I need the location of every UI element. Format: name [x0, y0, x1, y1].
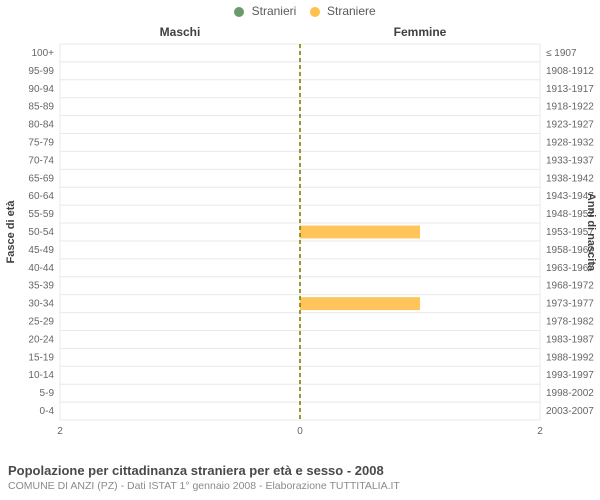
y-left-label: 0-4: [40, 406, 55, 417]
section-title-female: Femmine: [394, 25, 447, 39]
y-right-label: 1998-2002: [546, 388, 594, 399]
y-left-label: 60-64: [28, 191, 54, 202]
y-right-label: 1923-1927: [546, 120, 594, 131]
x-tick-label: 0: [297, 426, 303, 437]
y-left-label: 50-54: [28, 227, 54, 238]
y-left-label: 10-14: [28, 370, 54, 381]
y-left-label: 100+: [31, 48, 54, 59]
x-tick-label: 2: [537, 426, 543, 437]
y-left-label: 95-99: [28, 66, 54, 77]
y-right-label: 1968-1972: [546, 281, 594, 292]
y-left-label: 75-79: [28, 137, 54, 148]
y-left-label: 70-74: [28, 155, 54, 166]
section-title-male: Maschi: [160, 25, 201, 39]
legend-label-male: Stranieri: [252, 4, 297, 18]
y-left-label: 15-19: [28, 352, 54, 363]
y-left-title: Fasce di età: [5, 200, 17, 264]
y-right-label: 1913-1917: [546, 84, 594, 95]
y-right-label: 1928-1932: [546, 137, 594, 148]
y-right-label: 1973-1977: [546, 299, 594, 310]
bar-female: [300, 226, 420, 239]
legend: Stranieri Straniere: [0, 4, 600, 18]
y-left-label: 40-44: [28, 263, 54, 274]
y-left-label: 85-89: [28, 102, 54, 113]
y-right-label: 2003-2007: [546, 406, 594, 417]
chart-container: Stranieri Straniere 100+ ≤ 1907 95-99 1908-…: [0, 0, 600, 500]
y-left-label: 80-84: [28, 120, 54, 131]
y-right-label: 1938-1942: [546, 173, 594, 184]
y-left-label: 35-39: [28, 281, 54, 292]
y-right-label: 1978-1982: [546, 317, 594, 328]
y-left-label: 5-9: [40, 388, 55, 399]
y-right-label: 1988-1992: [546, 352, 594, 363]
y-right-label: 1983-1987: [546, 334, 594, 345]
legend-dot-female: [310, 7, 320, 17]
chart-title: Popolazione per cittadinanza straniera p…: [8, 463, 592, 478]
pyramid-chart: 100+ ≤ 1907 95-99 1908-1912 90-94 1913-1917 85…: [0, 0, 600, 500]
y-right-label: 1908-1912: [546, 66, 594, 77]
y-left-label: 30-34: [28, 299, 54, 310]
legend-label-female: Straniere: [327, 4, 376, 18]
chart-footer: Popolazione per cittadinanza straniera p…: [8, 463, 592, 492]
legend-dot-male: [234, 7, 244, 17]
y-right-title: Anni di nascita: [585, 193, 597, 272]
y-right-label: ≤ 1907: [546, 48, 577, 59]
x-tick-label: 2: [57, 426, 63, 437]
y-right-label: 1933-1937: [546, 155, 594, 166]
y-left-label: 55-59: [28, 209, 54, 220]
y-left-label: 65-69: [28, 173, 54, 184]
y-right-label: 1993-1997: [546, 370, 594, 381]
y-left-label: 20-24: [28, 334, 54, 345]
y-left-label: 90-94: [28, 84, 54, 95]
y-left-label: 45-49: [28, 245, 54, 256]
y-left-label: 25-29: [28, 317, 54, 328]
bar-female: [300, 297, 420, 310]
chart-subtitle: COMUNE DI ANZI (PZ) - Dati ISTAT 1° genn…: [8, 480, 592, 492]
y-right-label: 1918-1922: [546, 102, 594, 113]
